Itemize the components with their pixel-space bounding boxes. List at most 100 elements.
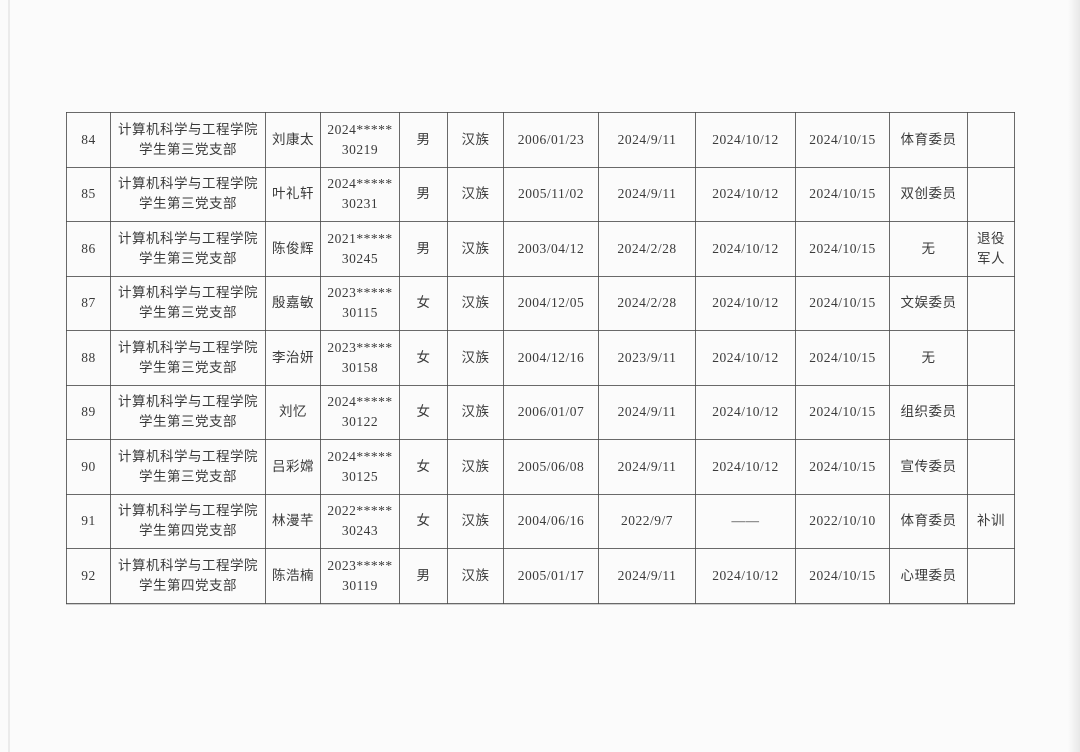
cell-position: 无	[889, 330, 968, 386]
cell-student-id: 2022***** 30243	[320, 493, 400, 549]
cell-ethnicity: 汉族	[447, 548, 504, 604]
cell-remark	[967, 275, 1015, 331]
cell-branch-line: 学生第三党支部	[139, 250, 237, 266]
cell-gender: 男	[399, 112, 448, 168]
cell-student-id-line: 30245	[341, 250, 379, 266]
cell-branch-line: 学生第四党支部	[139, 577, 237, 593]
cell-date-a: 2024/9/11	[598, 384, 696, 440]
cell-remark	[967, 439, 1015, 495]
cell-student-id: 2024***** 30125	[320, 439, 400, 495]
cell-branch: 计算机科学与工程学院 学生第四党支部	[110, 493, 266, 549]
cell-student-id-line: 2023*****	[327, 285, 393, 301]
cell-name: 刘忆	[265, 384, 321, 440]
cell-seq: 87	[66, 275, 111, 331]
cell-gender: 女	[399, 493, 448, 549]
cell-date-a: 2024/2/28	[598, 221, 696, 277]
cell-seq: 88	[66, 330, 111, 386]
cell-student-id-line: 2023*****	[327, 557, 393, 573]
cell-name: 刘康太	[265, 112, 321, 168]
cell-position: 体育委员	[889, 493, 968, 549]
cell-student-id-line: 30125	[341, 468, 379, 484]
cell-branch-line: 计算机科学与工程学院	[118, 557, 258, 573]
cell-remark	[967, 330, 1015, 386]
cell-student-id: 2023***** 30119	[320, 548, 400, 604]
cell-gender: 女	[399, 330, 448, 386]
cell-student-id-line: 30231	[341, 196, 379, 212]
table-row: 91 计算机科学与工程学院 学生第四党支部 林漫芊 2022***** 30243 女汉族 2…	[66, 493, 1015, 549]
cell-name: 李治妍	[265, 330, 321, 386]
cell-student-id: 2024***** 30231	[320, 166, 400, 222]
cell-remark: 补训	[967, 493, 1015, 549]
cell-seq: 89	[66, 384, 111, 440]
cell-student-id: 2023***** 30115	[320, 275, 400, 331]
cell-date-b: 2024/10/12	[695, 439, 796, 495]
cell-student-id-line: 30219	[341, 141, 379, 157]
cell-date-c: 2024/10/15	[795, 439, 890, 495]
cell-name: 陈俊辉	[265, 221, 321, 277]
cell-student-id: 2024***** 30122	[320, 384, 400, 440]
cell-branch-line: 计算机科学与工程学院	[118, 448, 258, 464]
cell-branch-line: 学生第三党支部	[139, 196, 237, 212]
cell-birth-date: 2004/12/05	[503, 275, 599, 331]
cell-student-id-line: 30115	[342, 305, 378, 321]
cell-birth-date: 2003/04/12	[503, 221, 599, 277]
cell-student-id-line: 2022*****	[327, 503, 393, 519]
cell-ethnicity: 汉族	[447, 275, 504, 331]
cell-position: 宣传委员	[889, 439, 968, 495]
cell-date-c: 2024/10/15	[795, 548, 890, 604]
cell-remark	[967, 384, 1015, 440]
cell-student-id-line: 30122	[341, 414, 379, 430]
cell-birth-date: 2005/11/02	[503, 166, 599, 222]
cell-branch: 计算机科学与工程学院 学生第三党支部	[110, 384, 266, 440]
cell-birth-date: 2004/12/16	[503, 330, 599, 386]
cell-student-id-line: 2024*****	[327, 394, 393, 410]
cell-position: 文娱委员	[889, 275, 968, 331]
cell-position: 组织委员	[889, 384, 968, 440]
table-row: 87 计算机科学与工程学院 学生第三党支部 殷嘉敏 2023***** 30115 女汉族 2…	[66, 275, 1015, 331]
cell-seq: 91	[66, 493, 111, 549]
cell-date-c: 2024/10/15	[795, 384, 890, 440]
cell-name: 殷嘉敏	[265, 275, 321, 331]
cell-seq: 84	[66, 112, 111, 168]
cell-ethnicity: 汉族	[447, 112, 504, 168]
cell-gender: 女	[399, 384, 448, 440]
cell-date-b: ——	[695, 493, 796, 549]
party-member-roster-table: 84 计算机科学与工程学院 学生第三党支部 刘康太 2024***** 30219 男汉族 2…	[66, 112, 1015, 604]
cell-ethnicity: 汉族	[447, 330, 504, 386]
cell-branch: 计算机科学与工程学院 学生第三党支部	[110, 166, 266, 222]
cell-branch: 计算机科学与工程学院 学生第三党支部	[110, 112, 266, 168]
cell-position: 心理委员	[889, 548, 968, 604]
cell-branch-line: 学生第四党支部	[139, 523, 237, 539]
cell-student-id-line: 30119	[342, 577, 378, 593]
cell-branch-line: 计算机科学与工程学院	[118, 285, 258, 301]
cell-ethnicity: 汉族	[447, 384, 504, 440]
cell-gender: 男	[399, 166, 448, 222]
cell-seq: 90	[66, 439, 111, 495]
cell-branch-line: 计算机科学与工程学院	[118, 503, 258, 519]
cell-branch-line: 学生第三党支部	[139, 305, 237, 321]
cell-date-a: 2024/9/11	[598, 112, 696, 168]
cell-name: 陈浩楠	[265, 548, 321, 604]
cell-birth-date: 2005/01/17	[503, 548, 599, 604]
table-body: 84 计算机科学与工程学院 学生第三党支部 刘康太 2024***** 30219 男汉族 2…	[66, 112, 1015, 604]
cell-date-b: 2024/10/12	[695, 548, 796, 604]
cell-remark	[967, 166, 1015, 222]
cell-date-a: 2022/9/7	[598, 493, 696, 549]
cell-date-c: 2024/10/15	[795, 275, 890, 331]
cell-date-b: 2024/10/12	[695, 166, 796, 222]
cell-birth-date: 2005/06/08	[503, 439, 599, 495]
cell-ethnicity: 汉族	[447, 439, 504, 495]
cell-gender: 男	[399, 221, 448, 277]
cell-gender: 男	[399, 548, 448, 604]
cell-name: 林漫芊	[265, 493, 321, 549]
cell-branch: 计算机科学与工程学院 学生第三党支部	[110, 439, 266, 495]
cell-seq: 86	[66, 221, 111, 277]
cell-position: 体育委员	[889, 112, 968, 168]
cell-date-a: 2024/2/28	[598, 275, 696, 331]
cell-student-id-line: 2024*****	[327, 176, 393, 192]
cell-ethnicity: 汉族	[447, 166, 504, 222]
cell-birth-date: 2006/01/07	[503, 384, 599, 440]
table-row: 86 计算机科学与工程学院 学生第三党支部 陈俊辉 2021***** 30245 男汉族 2…	[66, 221, 1015, 277]
cell-date-b: 2024/10/12	[695, 275, 796, 331]
cell-branch-line: 计算机科学与工程学院	[118, 121, 258, 137]
